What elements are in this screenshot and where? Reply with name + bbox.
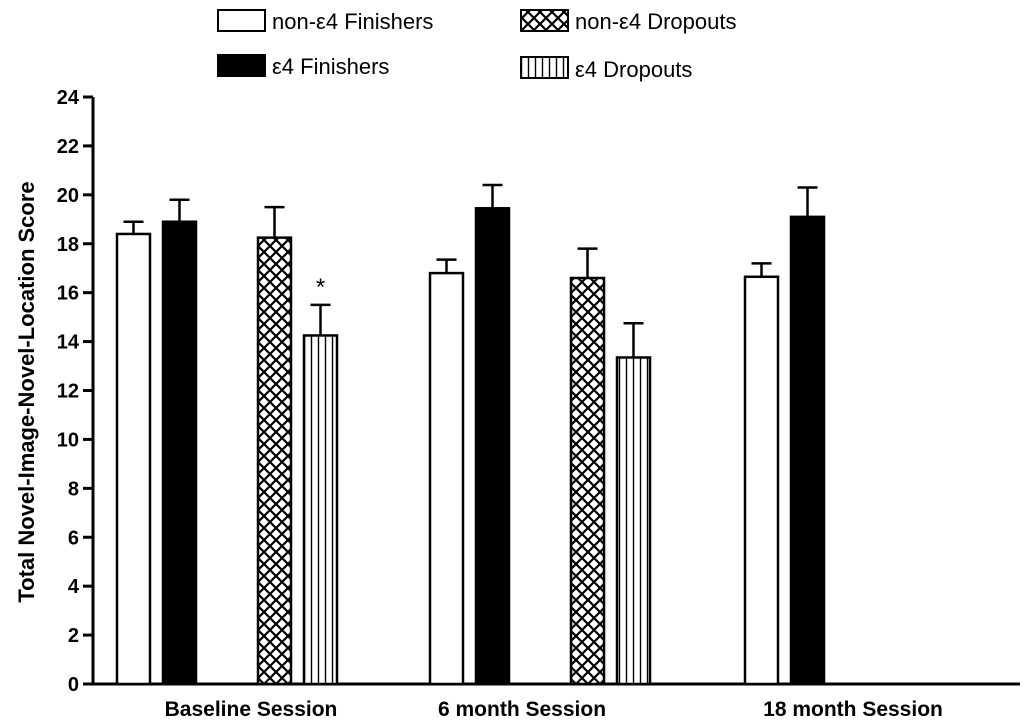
legend-item-0: non-ε4 Finishers — [217, 9, 433, 34]
legend-item-2: non-ε4 Dropouts — [520, 9, 736, 34]
bar-crosshatch-1 — [569, 276, 606, 686]
x-category-label: Baseline Session — [165, 698, 338, 721]
error-bars-group — [123, 183, 818, 358]
y-tick-label: 16 — [57, 283, 79, 305]
y-tick-label: 14 — [57, 332, 80, 354]
bar-vertical-lines-1 — [615, 356, 652, 686]
legend-swatch-0 — [217, 9, 266, 32]
y-tick-label: 12 — [57, 381, 79, 403]
y-tick-label: 24 — [57, 87, 80, 109]
x-category-label: 18 month Session — [763, 698, 943, 721]
y-tick-label: 22 — [57, 136, 79, 158]
bar-white-1 — [428, 271, 465, 686]
bar-vertical-lines-0 — [302, 334, 339, 686]
y-tick-label: 18 — [57, 234, 79, 256]
category-labels: Baseline Session 6 month Session 18 month … — [165, 698, 943, 721]
bar-white-2 — [743, 275, 780, 686]
bar-black-0 — [161, 220, 198, 686]
x-category-label: 6 month Session — [438, 698, 606, 721]
legend-label-2: non-ε4 Dropouts — [575, 9, 736, 34]
legend-label-0: non-ε4 Finishers — [272, 9, 433, 34]
bar-black-1 — [474, 207, 511, 686]
bar-crosshatch-0 — [256, 236, 293, 686]
legend-item-3: ε4 Dropouts — [520, 56, 692, 82]
y-tick-label: 2 — [68, 625, 79, 647]
bar-white-0 — [115, 232, 152, 686]
legend-label-3: ε4 Dropouts — [575, 57, 692, 82]
legend-item-1: ε4 Finishers — [217, 54, 389, 79]
legend-swatch-2 — [520, 9, 569, 32]
y-tick-label: 8 — [68, 478, 79, 500]
y-axis-title: Total Novel-Image-Novel-Location Score — [14, 181, 39, 602]
legend-label-1: ε4 Finishers — [272, 54, 389, 79]
bars-group — [115, 207, 826, 686]
annotations: * — [316, 274, 325, 301]
legend-swatch-3 — [520, 56, 569, 79]
y-tick-label: 6 — [68, 527, 79, 549]
y-tick-label: 20 — [57, 185, 79, 207]
y-tick-label: 0 — [68, 674, 79, 696]
legend-swatch-1 — [217, 54, 266, 77]
legend: non-ε4 Finishers ε4 Finishers non-ε4 Dro… — [217, 9, 736, 82]
y-tick-label: 10 — [57, 429, 79, 451]
y-tick-label: 4 — [68, 576, 80, 598]
significance-marker: * — [316, 274, 325, 301]
bar-black-2 — [789, 215, 826, 686]
